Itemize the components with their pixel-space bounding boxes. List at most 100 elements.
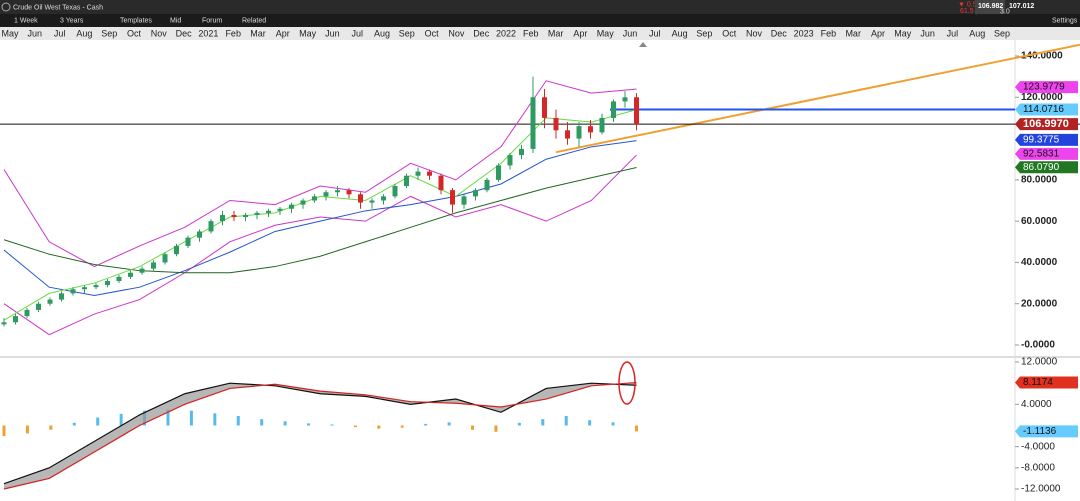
candle-body: [404, 175, 409, 187]
time-label: Jul: [947, 28, 959, 38]
app-icon: [1, 2, 11, 12]
bid-box[interactable]: [975, 0, 1005, 14]
signal-line: [3, 381, 637, 490]
histogram-bar: [49, 425, 53, 430]
candle-body: [289, 204, 294, 209]
time-label: Mar: [250, 28, 266, 38]
candle-body: [105, 281, 110, 286]
level-label: 99.3775: [1023, 134, 1060, 145]
level-tag: [1015, 376, 1078, 389]
time-label: Dec: [473, 28, 490, 38]
level-tag: [1015, 103, 1078, 116]
time-label: Sep: [696, 28, 712, 38]
candle-body: [185, 237, 191, 246]
level-label: 86.0790: [1023, 162, 1060, 173]
histogram-bar: [25, 425, 29, 434]
templates-button[interactable]: Templates: [120, 17, 152, 24]
candle-body: [392, 186, 398, 197]
range-button[interactable]: 3 Years: [60, 17, 84, 24]
time-label: Feb: [821, 28, 837, 38]
time-label: 2022: [496, 28, 516, 38]
candle-body: [335, 190, 340, 193]
interval-button[interactable]: 1 Week: [14, 17, 38, 24]
related-button[interactable]: Related: [242, 17, 266, 24]
settings-button[interactable]: Settings: [1052, 17, 1078, 24]
y-tick-label: 80.0000: [1021, 174, 1058, 185]
candle-body: [358, 194, 363, 203]
histogram-bar: [213, 413, 217, 426]
histogram-bar: [588, 420, 592, 426]
candle-body: [484, 179, 490, 191]
candle-body: [254, 212, 260, 215]
spread: 3.0: [1000, 8, 1010, 15]
candle-body: [36, 303, 41, 310]
candle-body: [461, 196, 467, 205]
candle-body: [519, 148, 524, 156]
time-label: Aug: [969, 28, 985, 38]
y-tick-label: 12.0000: [1021, 357, 1058, 368]
candle-body: [1, 322, 7, 325]
candle-body: [346, 190, 352, 195]
histogram-bar: [96, 417, 100, 426]
y-tick-label: 60.0000: [1021, 216, 1058, 227]
candle-body: [208, 221, 214, 232]
histogram-bar: [635, 425, 638, 432]
candle-body: [82, 287, 87, 290]
candle-body: [588, 126, 593, 133]
candle-body: [611, 101, 616, 118]
candle-body: [507, 155, 513, 166]
histogram-bar: [564, 415, 568, 426]
time-label: Aug: [672, 28, 688, 38]
y-tick-label: 140.0000: [1021, 51, 1063, 62]
time-label: Jul: [649, 28, 661, 38]
title-bar: [0, 0, 1080, 14]
mid-button[interactable]: Mid: [170, 17, 181, 24]
candle-body: [70, 289, 76, 294]
candle-body: [427, 171, 432, 176]
histogram-bar: [307, 423, 311, 426]
forum-button[interactable]: Forum: [202, 17, 222, 24]
level-tag: [1015, 118, 1078, 131]
histogram-bar: [189, 410, 193, 426]
level-label: 92.5831: [1023, 149, 1060, 160]
candle-body: [381, 196, 386, 201]
level-tag: [1015, 81, 1078, 94]
candle-body: [323, 192, 329, 197]
time-label: Nov: [746, 28, 763, 38]
time-label: Jul: [351, 28, 363, 38]
y-tick-label: 120.0000: [1021, 92, 1063, 103]
histogram-bar: [541, 419, 545, 426]
candle-body: [415, 171, 421, 176]
y-tick-label: 20.0000: [1021, 298, 1058, 309]
histogram-bar: [2, 425, 6, 437]
level-tag: [1015, 147, 1078, 160]
candle-body: [243, 214, 248, 218]
time-label: Jun: [325, 28, 340, 38]
highlight-ellipse: [618, 361, 636, 405]
histogram-bar: [400, 425, 404, 428]
level-tag: [1015, 161, 1078, 174]
time-label: Oct: [722, 28, 737, 38]
time-label: Aug: [374, 28, 390, 38]
candle-body: [622, 97, 628, 102]
candle-body: [13, 316, 18, 323]
histogram-bar: [283, 421, 287, 426]
histogram-bar: [72, 422, 76, 426]
indicator-line: [3, 166, 637, 274]
time-label: Aug: [76, 28, 92, 38]
candle-body: [24, 309, 30, 317]
indicator-line: [3, 109, 637, 321]
level-label: -1.1136: [1023, 426, 1057, 437]
now-marker: [639, 42, 647, 47]
candle-body: [473, 190, 478, 197]
candle-body: [450, 190, 455, 205]
time-label: Nov: [448, 28, 465, 38]
candle-body: [369, 200, 375, 203]
histogram-bar: [353, 425, 357, 428]
histogram-bar: [517, 422, 521, 426]
histogram-bar: [611, 422, 615, 426]
time-label: Mar: [845, 28, 861, 38]
time-label: Jun: [28, 28, 43, 38]
candle-body: [553, 117, 559, 131]
